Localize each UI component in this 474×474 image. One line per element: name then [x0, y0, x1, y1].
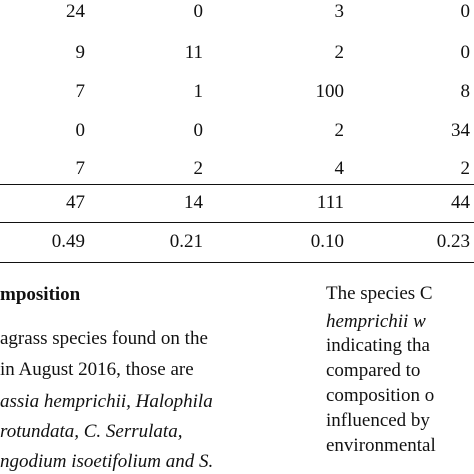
table-cell: 4: [334, 158, 345, 179]
table-cell: 111: [316, 192, 344, 213]
table-cell: 14: [184, 192, 203, 213]
table-row: 7 2 4 2: [0, 155, 474, 183]
table-cell: 0.10: [310, 231, 344, 252]
table-bottom-rule: [0, 262, 474, 263]
table-cell: 0: [460, 1, 471, 22]
table-cell: 0: [75, 120, 86, 141]
table-row: 0 0 2 34: [0, 117, 474, 145]
table-cell: 0.23: [436, 231, 470, 252]
table-cell: 0: [193, 120, 204, 141]
table-cell: 9: [75, 42, 86, 63]
paragraph-line: environmental: [326, 435, 436, 456]
table-cell: 2: [460, 158, 471, 179]
table-cell: 47: [66, 192, 85, 213]
table-cell: 100: [315, 81, 345, 102]
section-heading: mposition: [0, 284, 81, 305]
table-rule: [0, 222, 474, 223]
table-cell: 0: [460, 42, 471, 63]
table-cell: 2: [193, 158, 204, 179]
paragraph-line: rotundata, C. Serrulata,: [0, 421, 183, 442]
table-cell: 2: [334, 120, 345, 141]
paragraph-line: ngodium isoetifolium and S.: [0, 451, 214, 472]
paragraph-line: hemprichii w: [326, 311, 426, 332]
table-cell: 2: [334, 42, 345, 63]
paragraph-line: agrass species found on the: [0, 328, 208, 349]
paragraph-line: indicating tha: [326, 335, 430, 356]
table-cell: 1: [193, 81, 204, 102]
table-total-row: 47 14 111 44: [0, 189, 474, 217]
paragraph-line: composition o: [326, 385, 435, 406]
paragraph-line: assia hemprichii, Halophila: [0, 391, 213, 412]
paragraph-line: in August 2016, those are: [0, 359, 194, 380]
table-row: 7 1 100 8: [0, 78, 474, 106]
table-cell: 44: [451, 192, 470, 213]
paragraph-line: compared to: [326, 360, 421, 381]
paragraph-line: influenced by: [326, 410, 430, 431]
table-row: 24 0 3 0: [0, 0, 474, 26]
table-cell: 0.21: [169, 231, 203, 252]
table-cell: 0: [193, 1, 204, 22]
table-cell: 11: [184, 42, 203, 63]
table-cell: 24: [66, 1, 85, 22]
table-cell: 34: [451, 120, 470, 141]
paragraph-line: The species C: [326, 283, 433, 304]
table-cell: 0.49: [51, 231, 85, 252]
table-cell: 8: [460, 81, 471, 102]
table-cell: 7: [75, 81, 86, 102]
table-row: 9 11 2 0: [0, 39, 474, 67]
table-index-row: 0.49 0.21 0.10 0.23: [0, 228, 474, 256]
table-cell: 3: [334, 1, 345, 22]
table-rule: [0, 184, 474, 185]
table-cell: 7: [75, 158, 86, 179]
